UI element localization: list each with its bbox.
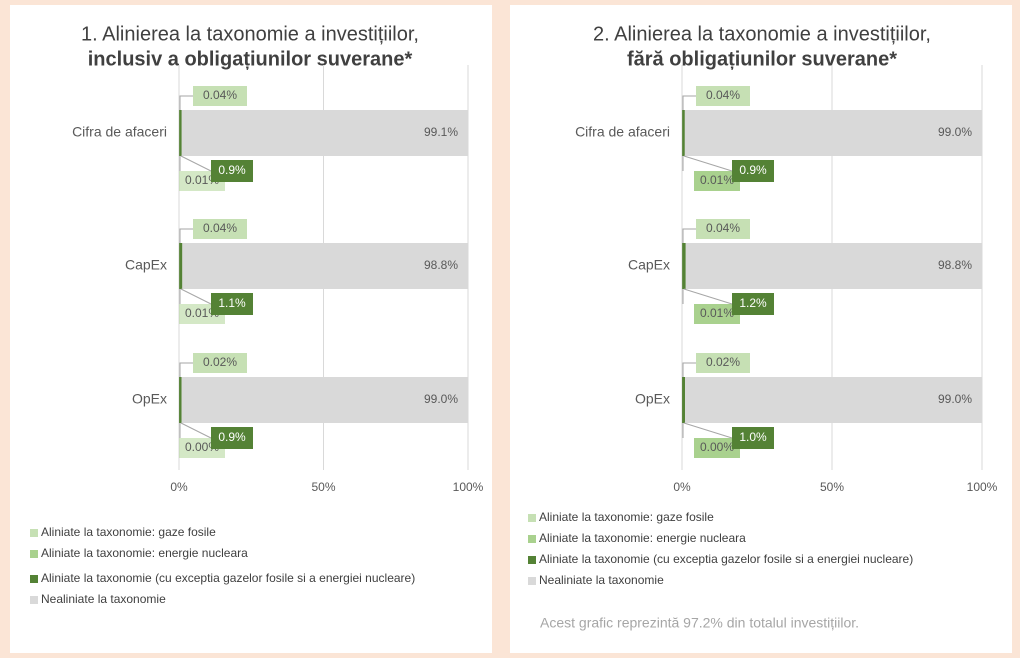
legend-swatch [30, 529, 38, 537]
data-label: 0.01% [700, 173, 734, 187]
category-label: CapEx [628, 257, 670, 273]
data-label: 99.1% [424, 125, 458, 139]
legend-label: Aliniate la taxonomie (cu exceptia gazel… [539, 552, 913, 566]
legend-swatch [30, 550, 38, 558]
data-label: 98.8% [424, 258, 458, 272]
data-label: 0.00% [185, 440, 219, 454]
data-label: 0.00% [700, 440, 734, 454]
label-box [694, 438, 740, 458]
legend-label: Aliniate la taxonomie: gaze fosile [539, 510, 714, 524]
label-box [211, 427, 253, 449]
legend-swatch [30, 596, 38, 604]
label-box [193, 86, 247, 106]
legend-swatch [528, 514, 536, 522]
label-box [732, 293, 774, 315]
chart-title: 2. Alinierea la taxonomie a investițiilo… [593, 23, 931, 45]
leader-line [179, 362, 193, 377]
label-box [732, 427, 774, 449]
label-box [694, 171, 740, 191]
bar-segment [682, 243, 686, 289]
legend-label: Aliniate la taxonomie: gaze fosile [41, 525, 216, 539]
label-box [696, 219, 750, 239]
legend-label: Aliniate la taxonomie (cu exceptia gazel… [41, 571, 415, 585]
category-label: Cifra de afaceri [575, 124, 670, 140]
x-tick-label: 0% [673, 480, 691, 494]
data-label: 0.02% [706, 355, 740, 369]
leader-line [683, 422, 733, 439]
bar-segment [181, 377, 468, 423]
legend-swatch [30, 575, 38, 583]
data-label: 1.2% [739, 296, 767, 310]
legend-label: Aliniate la taxonomie: energie nucleara [539, 531, 746, 545]
label-box [696, 86, 750, 106]
bar-segment [179, 377, 182, 423]
leader-line [682, 362, 696, 377]
data-label: 98.8% [938, 258, 972, 272]
data-label: 99.0% [424, 392, 458, 406]
category-label: CapEx [125, 257, 167, 273]
chart-subtitle: fără obligațiunilor suverane* [627, 48, 897, 70]
bar-segment [181, 110, 469, 156]
legend-swatch [528, 556, 536, 564]
data-label: 0.9% [218, 430, 246, 444]
annotation: Acest grafic reprezintă 97.2% din totalu… [540, 615, 859, 631]
label-box [193, 353, 247, 373]
bar-segment [684, 110, 982, 156]
label-box [694, 304, 740, 324]
legend-swatch [528, 535, 536, 543]
category-label: Cifra de afaceri [72, 124, 167, 140]
x-tick-label: 100% [967, 480, 998, 494]
bar-segment [179, 243, 183, 289]
data-label: 0.01% [185, 173, 219, 187]
data-label: 99.0% [938, 125, 972, 139]
leader-line [682, 228, 696, 243]
leader-line [180, 155, 212, 172]
data-label: 1.1% [218, 296, 246, 310]
bar-segment [682, 110, 685, 156]
data-label: 0.9% [739, 163, 767, 177]
legend-label: Aliniate la taxonomie: energie nucleara [41, 546, 248, 560]
leader-line [683, 288, 733, 305]
data-label: 0.01% [700, 306, 734, 320]
bar-segment [179, 110, 182, 156]
data-label: 0.04% [706, 88, 740, 102]
leader-line [179, 228, 193, 243]
legend-label: Nealiniate la taxonomie [539, 573, 664, 587]
leader-line [683, 155, 733, 172]
chart-subtitle: inclusiv a obligațiunilor suverane* [88, 48, 413, 70]
data-label: 0.04% [203, 88, 237, 102]
legend-swatch [528, 577, 536, 585]
label-box [732, 160, 774, 182]
x-tick-label: 0% [170, 480, 188, 494]
x-tick-label: 50% [311, 480, 335, 494]
data-label: 0.04% [706, 221, 740, 235]
label-box [193, 219, 247, 239]
chart-title: 1. Alinierea la taxonomie a investițiilo… [81, 23, 419, 45]
bar-segment [182, 243, 468, 289]
data-label: 99.0% [938, 392, 972, 406]
bar-segment [685, 243, 983, 289]
legend-label: Nealiniate la taxonomie [41, 592, 166, 606]
label-box [211, 293, 253, 315]
leader-line [180, 422, 212, 439]
x-tick-label: 50% [820, 480, 844, 494]
category-label: OpEx [132, 391, 167, 407]
x-tick-label: 100% [453, 480, 484, 494]
bar-segment [682, 377, 686, 423]
data-label: 0.9% [218, 163, 246, 177]
data-label: 0.04% [203, 221, 237, 235]
leader-line [179, 95, 193, 110]
leader-line [180, 288, 212, 305]
data-label: 0.02% [203, 355, 237, 369]
bar-segment [685, 377, 983, 423]
leader-line [682, 95, 696, 110]
label-box [211, 160, 253, 182]
data-label: 1.0% [739, 430, 767, 444]
label-box [696, 353, 750, 373]
data-label: 0.01% [185, 306, 219, 320]
category-label: OpEx [635, 391, 670, 407]
